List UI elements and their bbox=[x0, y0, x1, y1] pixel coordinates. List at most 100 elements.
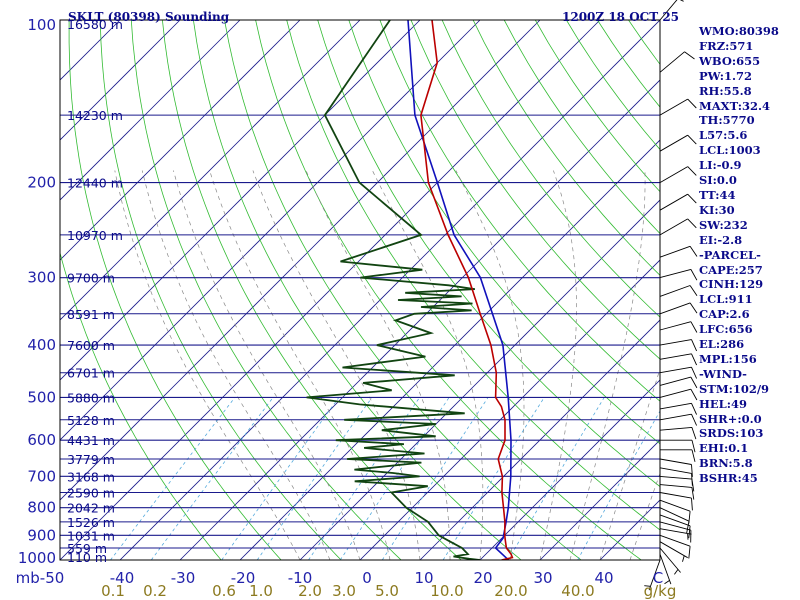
height-level-label: 2042 m bbox=[67, 501, 115, 516]
temperature-tick-label: 30 bbox=[533, 569, 552, 587]
mixing-ratio-label: 5.0 bbox=[375, 582, 399, 600]
wind-barb bbox=[659, 413, 698, 426]
moist-adiabat-line bbox=[372, 170, 484, 560]
index-item: KI:30 bbox=[699, 202, 735, 217]
index-item: MPL:156 bbox=[699, 351, 757, 366]
mixing-ratio-line bbox=[577, 410, 660, 560]
wind-barb bbox=[659, 467, 693, 486]
pressure-tick-label: 300 bbox=[27, 269, 56, 287]
wind-barb bbox=[659, 541, 688, 562]
wind-barb bbox=[659, 166, 697, 183]
parcel-trace bbox=[407, 20, 512, 560]
isotherm-line bbox=[299, 199, 660, 560]
height-level-label: 5880 m bbox=[67, 390, 115, 405]
height-level-label: 2590 m bbox=[67, 486, 115, 501]
index-item: BSHR:45 bbox=[699, 471, 758, 486]
height-level-label: 559 m bbox=[67, 541, 107, 556]
moist-adiabat-line bbox=[539, 170, 577, 560]
mixing-ratio-line bbox=[221, 397, 340, 560]
moist-adiabat-line bbox=[599, 367, 660, 560]
isotherm-line bbox=[60, 20, 481, 441]
pressure-tick-label: 400 bbox=[27, 336, 56, 354]
pressure-tick-label: 800 bbox=[27, 499, 56, 517]
wind-barb bbox=[659, 534, 691, 559]
temperature-trace bbox=[420, 20, 514, 560]
moist-adiabat-line bbox=[141, 170, 331, 560]
height-level-label: 3779 m bbox=[67, 452, 115, 467]
moist-adiabat-line bbox=[569, 170, 646, 560]
index-item: EL:286 bbox=[699, 337, 745, 352]
index-item: EHI:0.1 bbox=[699, 441, 749, 456]
index-item: CAP:2.6 bbox=[699, 307, 750, 322]
wind-barb bbox=[659, 402, 698, 415]
mixing-ratio-label: 3.0 bbox=[332, 582, 356, 600]
index-item: WMO:80398 bbox=[699, 24, 779, 38]
wind-barb bbox=[660, 449, 696, 462]
wind-barb bbox=[659, 484, 695, 500]
wind-barb bbox=[659, 475, 695, 492]
mixing-ratio-label: 2.0 bbox=[298, 582, 322, 600]
index-item: LCL:911 bbox=[699, 292, 753, 307]
mixing-ratio-label: g/kg bbox=[644, 582, 677, 600]
pressure-tick-label: 600 bbox=[27, 431, 56, 449]
index-item: FRZ:571 bbox=[699, 38, 754, 53]
wind-barb bbox=[659, 321, 698, 333]
pressure-tick-label: 100 bbox=[27, 16, 56, 34]
index-item: EI:-2.8 bbox=[699, 232, 743, 247]
index-item: MAXT:32.4 bbox=[699, 98, 770, 113]
moist-adiabat-line bbox=[209, 170, 391, 560]
index-item: SI:0.0 bbox=[699, 173, 737, 188]
isotherm-line bbox=[60, 20, 541, 501]
moist-adiabat-line bbox=[114, 170, 301, 560]
wind-barb bbox=[659, 388, 698, 401]
wind-barb bbox=[659, 547, 681, 575]
index-item: WBO:655 bbox=[699, 53, 761, 68]
temperature-tick-label: 10 bbox=[414, 569, 433, 587]
moist-adiabat-line bbox=[173, 170, 361, 560]
plot-frame bbox=[59, 19, 661, 561]
dry-adiabat-line bbox=[99, 20, 342, 560]
index-item: -WIND- bbox=[699, 366, 747, 381]
mixing-ratio-label: 40.0 bbox=[561, 582, 594, 600]
mixing-ratio-label: 1.0 bbox=[249, 582, 273, 600]
height-level-label: 7600 m bbox=[67, 338, 115, 353]
wind-barb bbox=[659, 514, 691, 539]
wind-barb bbox=[659, 553, 672, 585]
height-level-label: 10970 m bbox=[67, 228, 123, 243]
height-level-label: 4431 m bbox=[67, 433, 115, 448]
index-item: SW:232 bbox=[699, 217, 748, 232]
height-level-label: 14230 m bbox=[67, 108, 123, 123]
wind-barb bbox=[659, 0, 684, 21]
isotherm-line bbox=[60, 20, 421, 381]
height-level-label: 5128 m bbox=[67, 413, 115, 428]
mixing-ratio-label: 0.2 bbox=[143, 582, 167, 600]
index-item: SRDS:103 bbox=[699, 426, 764, 441]
wind-barb bbox=[659, 51, 695, 73]
pressure-tick-label: 900 bbox=[27, 526, 56, 544]
isotherm-line bbox=[119, 20, 660, 560]
index-item: CINH:129 bbox=[699, 277, 764, 292]
sounding-indices-list: WMO:80398 FRZ:571 WBO:655 PW:1.72 RH:55.8 MAX… bbox=[699, 24, 799, 486]
wind-barb bbox=[659, 193, 697, 211]
index-item: TH:5770 bbox=[699, 113, 755, 128]
isotherm-line bbox=[359, 259, 660, 560]
isotherm-line bbox=[60, 20, 241, 201]
temperature-tick-label: C bbox=[653, 569, 663, 587]
temperature-tick-label: mb-50 bbox=[16, 569, 65, 587]
height-level-label: 3168 m bbox=[67, 469, 115, 484]
wind-barb bbox=[659, 499, 691, 524]
station-title: SKLT (80398) Sounding bbox=[68, 10, 230, 24]
mixing-ratio-line bbox=[308, 397, 421, 560]
wind-barb bbox=[659, 528, 692, 540]
wind-barb bbox=[659, 521, 692, 543]
observation-time: 1200Z 18 OCT 25 bbox=[562, 10, 680, 24]
isotherm-line bbox=[479, 379, 660, 560]
wind-barb bbox=[659, 285, 698, 297]
wind-barb bbox=[659, 353, 698, 366]
mixing-ratio-line bbox=[256, 397, 373, 560]
wind-barb bbox=[659, 458, 693, 477]
wind-barb bbox=[659, 268, 698, 281]
dry-adiabat-line bbox=[130, 20, 402, 560]
index-item: HEL:49 bbox=[699, 396, 747, 411]
temperature-tick-label: -10 bbox=[288, 569, 313, 587]
